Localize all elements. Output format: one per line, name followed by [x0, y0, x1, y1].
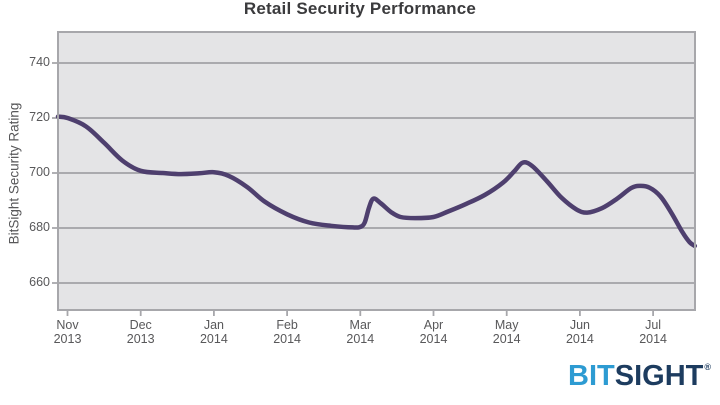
x-tick-label: Dec 2013: [126, 318, 155, 346]
y-tick-label: 740: [29, 55, 50, 69]
x-tick-label: Feb 2014: [273, 318, 301, 346]
logo-text-bit: BIT: [568, 360, 615, 392]
x-tick-label: Apr 2014: [419, 318, 448, 346]
x-tick-label: May 2014: [492, 318, 521, 346]
logo-registered-mark: ®: [704, 362, 711, 372]
x-tick-label: Jul 2014: [639, 318, 667, 346]
chart-title: Retail Security Performance: [243, 0, 477, 18]
x-tick-label: Jun 2014: [565, 318, 594, 346]
bitsight-logo: BITSIGHT®: [568, 360, 711, 393]
y-tick-label: 700: [29, 165, 50, 179]
data-line: [55, 114, 698, 249]
y-tick-label: 680: [29, 220, 50, 234]
y-tick-label: 660: [29, 275, 50, 289]
y-tick-label: 720: [29, 110, 50, 124]
logo-text-sight: SIGHT: [614, 360, 704, 392]
plot-border: [57, 31, 696, 311]
y-axis-tick-labels: 740 720 700 680 660: [0, 0, 52, 405]
x-axis-tick-labels: Nov 2013 Dec 2013 Jan 2014 Feb 2014 Mar 2014 Apr 20…: [0, 318, 720, 348]
x-tick-label: Nov 2013: [53, 318, 82, 346]
x-tick-label: Jan 2014: [199, 318, 228, 346]
x-tick-label: Mar 2014: [346, 318, 375, 346]
